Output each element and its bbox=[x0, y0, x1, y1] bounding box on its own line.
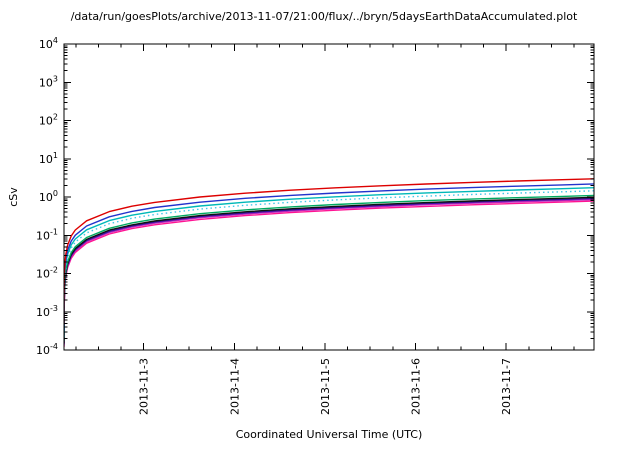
y-axis-ticks: 10-4 10-3 10-2 10-1 100 101 102 103 104 bbox=[36, 36, 594, 357]
x-axis-ticks: 2013-11-3 2013-11-4 2013-11-5 2013-11-6 2013… bbox=[75, 44, 575, 415]
x-tick-label: 2013-11-4 bbox=[228, 358, 241, 415]
y-tick-label: 101 bbox=[39, 151, 58, 166]
chart-title: /data/run/goesPlots/archive/2013-11-07/2… bbox=[71, 10, 578, 23]
series-line-blue bbox=[64, 183, 594, 331]
y-tick-label: 100 bbox=[39, 189, 58, 204]
x-tick-label: 2013-11-7 bbox=[500, 358, 513, 415]
series-lines bbox=[64, 178, 594, 347]
series-line-green bbox=[64, 194, 594, 342]
x-axis-label: Coordinated Universal Time (UTC) bbox=[236, 428, 423, 441]
series-line-black bbox=[64, 196, 594, 344]
y-axis-label: cSv bbox=[7, 187, 20, 207]
y-tick-label: 103 bbox=[39, 74, 58, 89]
y-tick-label: 102 bbox=[39, 113, 58, 128]
x-tick-label: 2013-11-6 bbox=[410, 358, 423, 415]
y-tick-label: 104 bbox=[39, 36, 58, 51]
plot-border bbox=[63, 43, 595, 351]
y-tick-label: 10-2 bbox=[36, 266, 58, 281]
x-tick-label: 2013-11-3 bbox=[138, 358, 151, 415]
y-tick-label: 10-3 bbox=[36, 304, 58, 319]
y-tick-label: 10-4 bbox=[36, 342, 58, 357]
y-tick-label: 10-1 bbox=[36, 227, 58, 242]
x-tick-label: 2013-11-5 bbox=[319, 358, 332, 415]
plot-area: 10-4 10-3 10-2 10-1 100 101 102 103 104 2013-11-3… bbox=[36, 36, 595, 415]
